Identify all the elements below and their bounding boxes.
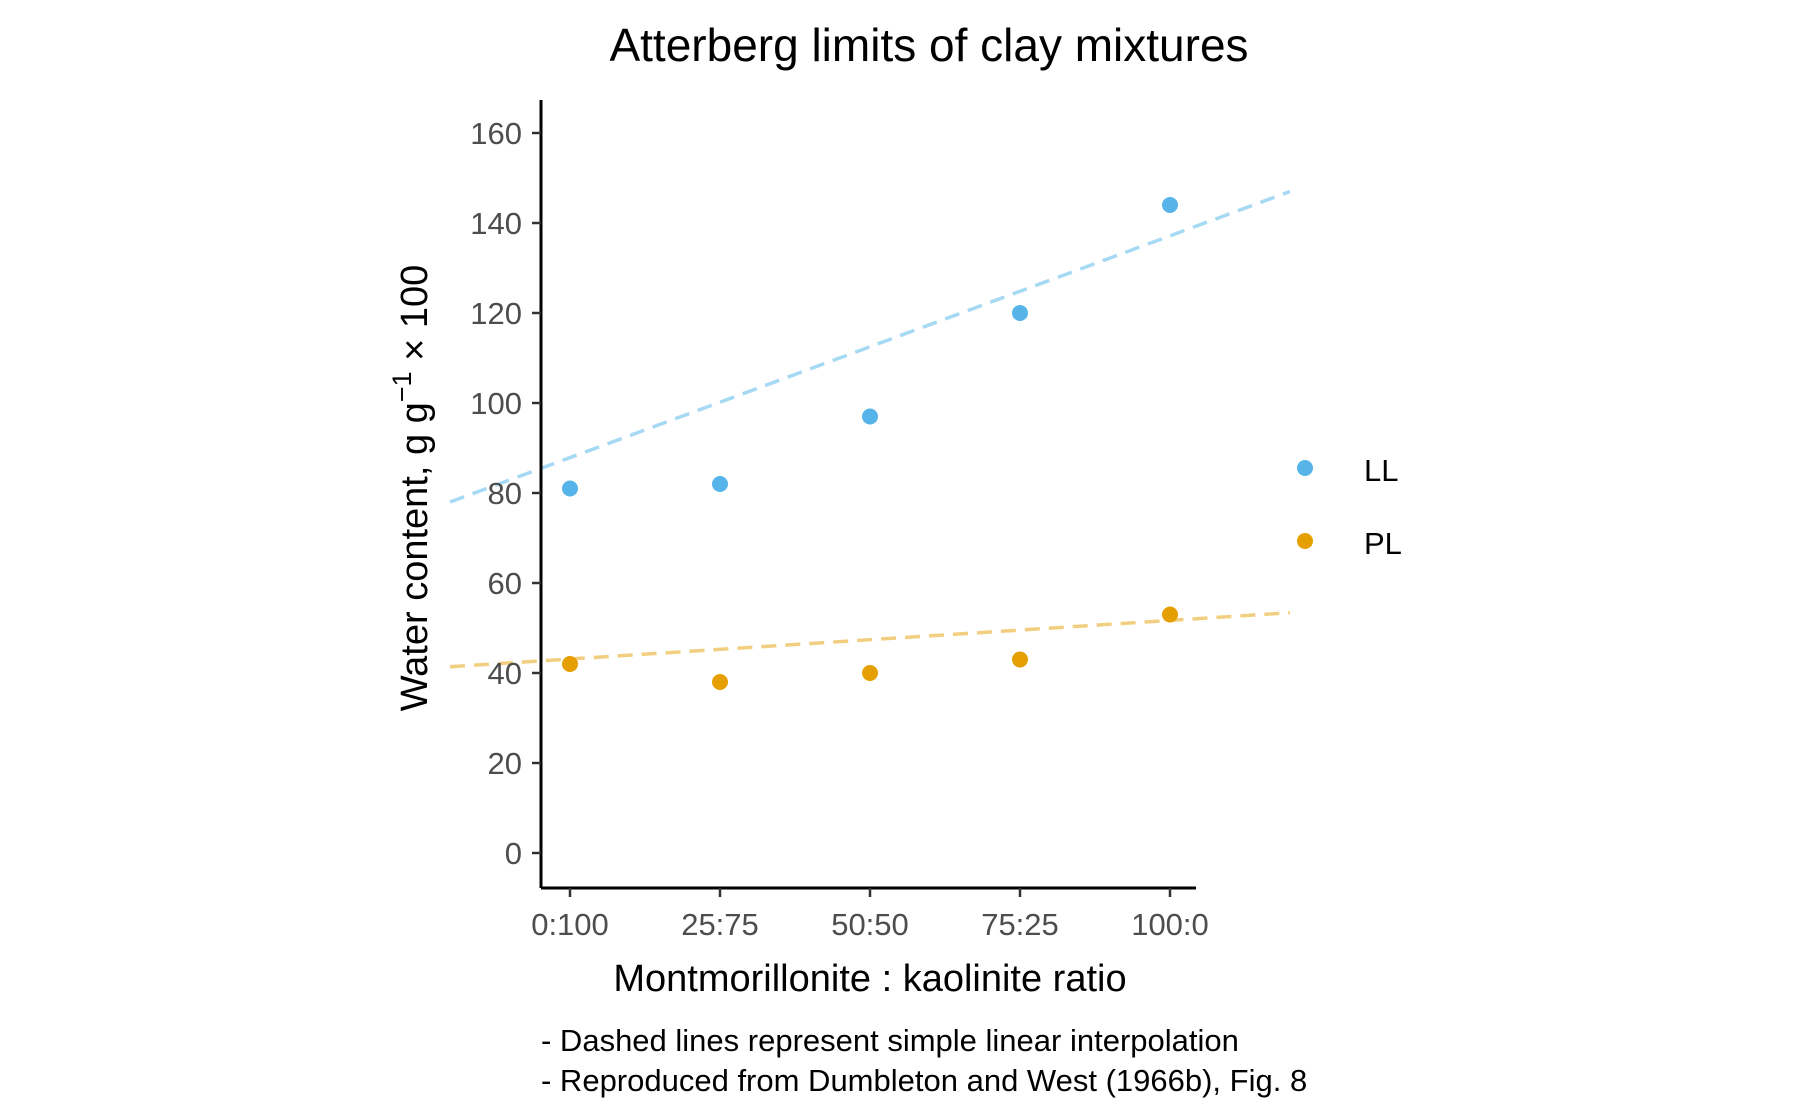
- point-ll: [562, 480, 578, 497]
- y-tick-label: 0: [505, 836, 522, 871]
- fit-line-ll: [449, 189, 1291, 504]
- point-pl: [562, 656, 578, 672]
- y-tick-label: 60: [488, 566, 522, 601]
- x-tick-label: 75:25: [981, 907, 1059, 942]
- y-tick-label: 80: [488, 476, 522, 511]
- point-pl: [1162, 606, 1178, 623]
- legend-marker-pl: [1297, 533, 1313, 549]
- point-pl: [862, 665, 878, 681]
- x-tick-label: 100:0: [1131, 907, 1209, 942]
- x-tick-label: 0:100: [531, 907, 609, 942]
- point-ll: [1012, 305, 1028, 321]
- y-tick-label: 20: [488, 746, 522, 781]
- caption-line-1: - Dashed lines represent simple linear i…: [541, 1023, 1239, 1058]
- x-tick-label: 25:75: [681, 907, 759, 942]
- point-ll: [862, 408, 878, 425]
- x-axis-title: Montmorillonite : kaolinite ratio: [613, 958, 1126, 1000]
- x-axis-ticks: 0:100 25:75 50:50 75:25 100:0: [531, 888, 1209, 942]
- y-axis-ticks: 0 20 40 60 80 100 120 140 160: [470, 116, 541, 871]
- y-tick-label: 160: [470, 116, 522, 151]
- plot-area: [449, 189, 1291, 690]
- legend-label-pl: PL: [1364, 526, 1402, 561]
- point-pl: [712, 674, 728, 690]
- legend-label-ll: LL: [1364, 453, 1398, 488]
- y-axis-title: Water content, g g−1 × 100: [387, 265, 436, 712]
- y-tick-label: 120: [470, 296, 522, 331]
- point-ll: [1162, 197, 1178, 213]
- point-ll: [712, 476, 728, 492]
- legend-marker-ll: [1297, 460, 1313, 476]
- caption-line-2: - Reproduced from Dumbleton and West (19…: [541, 1063, 1307, 1098]
- y-axis-title-exponent: −1: [387, 371, 417, 402]
- y-tick-label: 100: [470, 386, 522, 421]
- x-tick-label: 50:50: [831, 907, 909, 942]
- fit-line-pl: [449, 610, 1291, 669]
- y-axis-title-main: Water content, g g: [394, 402, 436, 711]
- y-axis-title-multiplier: × 100: [394, 265, 436, 372]
- legend: LL PL: [1297, 453, 1402, 561]
- chart-title: Atterberg limits of clay mixtures: [609, 19, 1248, 71]
- y-tick-label: 140: [470, 206, 522, 241]
- y-tick-label: 40: [488, 656, 522, 691]
- point-pl: [1012, 651, 1028, 668]
